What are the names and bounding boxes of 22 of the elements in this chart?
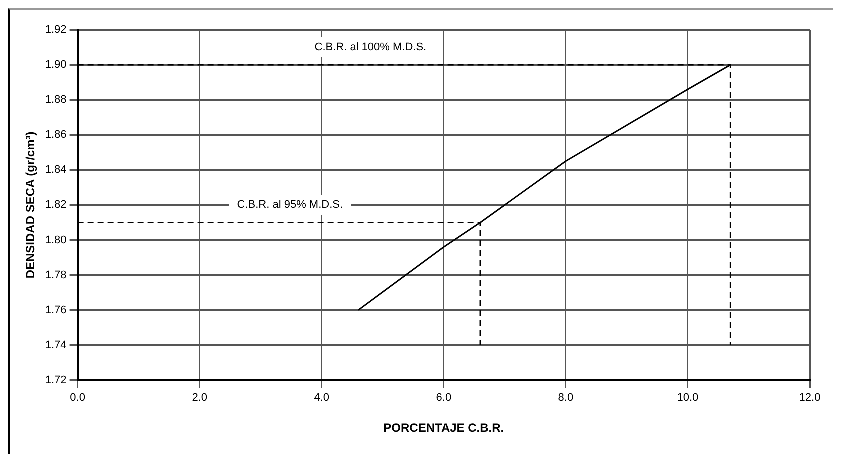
y-axis-title: DENSIDAD SECA (gr/cm³) [24, 132, 38, 279]
x-tick-label: 0.0 [70, 392, 86, 404]
x-axis-title: PORCENTAJE C.B.R. [384, 421, 504, 436]
y-tick-label: 1.90 [45, 59, 67, 72]
y-tick-label: 1.74 [45, 339, 67, 352]
y-tick-label: 1.82 [45, 199, 67, 212]
annotation: C.B.R. al 95% M.D.S. [237, 199, 344, 212]
x-tick-label: 12.0 [799, 392, 821, 404]
y-tick-label: 1.86 [45, 129, 67, 142]
x-tick-label: 10.0 [677, 392, 699, 404]
y-tick-label: 1.78 [45, 269, 67, 282]
y-tick-label: 1.80 [45, 234, 67, 246]
y-tick-label: 1.76 [45, 304, 67, 316]
y-tick-label: 1.72 [45, 374, 67, 386]
x-tick-label: 8.0 [558, 392, 574, 404]
x-tick-label: 2.0 [192, 392, 208, 404]
y-tick-label: 1.88 [45, 94, 67, 106]
y-tick-label: 1.84 [45, 164, 67, 176]
y-tick-label: 1.92 [45, 24, 67, 36]
x-tick-label: 4.0 [314, 392, 330, 404]
x-tick-label: 6.0 [436, 392, 452, 404]
annotation: C.B.R. al 100% M.D.S. [314, 42, 427, 54]
